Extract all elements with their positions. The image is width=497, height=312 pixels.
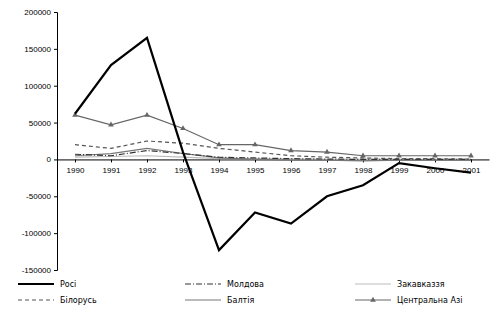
legend-label: Росі: [60, 280, 76, 289]
x-tick-mark: [183, 159, 184, 162]
legend-swatch: [185, 299, 221, 300]
legend: Росі Білорусь Молдова Балтія Закавказзя Центр…: [18, 280, 462, 305]
series-marker: [216, 141, 222, 146]
x-tick-label: 1991: [103, 166, 121, 175]
y-tick: -150000: [22, 266, 57, 275]
x-tick: 1990: [67, 159, 85, 175]
series-marker: [108, 121, 114, 126]
x-tick: 1996: [283, 159, 301, 175]
legend-label: Білорусь: [60, 296, 97, 305]
y-tick-mark: [54, 12, 57, 13]
legend-swatch: [18, 283, 54, 285]
x-tick-mark: [471, 159, 472, 162]
y-tick-label: 50000: [29, 119, 52, 128]
y-tick: 50000: [29, 119, 57, 128]
legend-marker: [370, 297, 376, 302]
series-group: [72, 38, 474, 250]
x-tick-mark: [75, 159, 76, 162]
x-tick: 1998: [355, 159, 373, 175]
series-marker: [288, 147, 294, 152]
x-tick-label: 1996: [283, 166, 301, 175]
legend-item: Молдова: [185, 280, 264, 289]
y-tick: 0: [47, 155, 57, 164]
legend-item: Росі: [18, 280, 76, 289]
series-marker: [252, 141, 258, 146]
y-tick: -100000: [22, 229, 57, 238]
legend-item: Балтія: [185, 296, 254, 305]
y-tick-mark: [54, 270, 57, 271]
y-axis: -150000 -100000 -50000 0 50000 100000 150000 20…: [22, 8, 58, 275]
x-tick-mark: [147, 159, 148, 162]
y-tick-mark: [54, 123, 57, 124]
y-tick: 100000: [24, 82, 57, 91]
x-tick-label: 1992: [139, 166, 157, 175]
legend-item: Білорусь: [18, 296, 97, 305]
series-marker: [432, 152, 438, 157]
legend-label: Закавказзя: [397, 280, 445, 289]
legend-swatch: [18, 299, 54, 300]
y-tick-label: -50000: [26, 192, 51, 201]
series-marker: [360, 152, 366, 157]
legend-item: Центральна Азі: [355, 296, 462, 305]
legend-swatch: [355, 283, 391, 284]
series-line: [75, 141, 471, 159]
y-tick-mark: [54, 49, 57, 50]
legend-label: Балтія: [227, 296, 254, 305]
chart: -150000 -100000 -50000 0 50000 100000 150000 20…: [0, 0, 497, 312]
x-tick-mark: [219, 159, 220, 162]
y-tick-mark: [54, 86, 57, 87]
x-tick: 1995: [247, 159, 265, 175]
series-line: [75, 38, 471, 250]
legend-label: Молдова: [227, 280, 264, 289]
legend-swatch: [185, 283, 221, 284]
x-tick-label: 1998: [355, 166, 373, 175]
series-marker: [324, 149, 330, 154]
y-tick: 150000: [24, 45, 57, 54]
x-tick: 1994: [211, 159, 229, 175]
x-tick-mark: [111, 159, 112, 162]
series-marker: [468, 152, 474, 157]
x-tick: 1991: [103, 159, 121, 175]
y-tick-label: 100000: [24, 82, 51, 91]
x-tick-label: 1994: [211, 166, 229, 175]
series-marker: [396, 152, 402, 157]
x-tick-label: 1990: [67, 166, 85, 175]
x-tick: 1997: [319, 159, 337, 175]
legend-label: Центральна Азі: [397, 296, 462, 305]
x-tick-label: 1995: [247, 166, 265, 175]
y-tick-label: 0: [47, 155, 52, 164]
y-tick-mark: [54, 233, 57, 234]
y-tick-mark: [54, 159, 57, 160]
y-axis-line: [54, 13, 58, 271]
y-tick-label: 150000: [24, 45, 51, 54]
y-tick: -50000: [26, 192, 57, 201]
legend-item: Закавказзя: [355, 280, 445, 289]
x-tick-label: 1997: [319, 166, 337, 175]
y-tick-mark: [54, 196, 57, 197]
y-tick: 200000: [24, 8, 57, 17]
y-tick-label: -150000: [22, 266, 52, 275]
y-tick-label: 200000: [24, 8, 51, 17]
x-tick-label: 2001: [463, 166, 481, 175]
series-marker: [144, 112, 150, 117]
x-tick: 1992: [139, 159, 157, 175]
plot: -150000 -100000 -50000 0 50000 100000 150000 20…: [22, 8, 490, 275]
series-marker: [180, 125, 186, 130]
y-tick-label: -100000: [22, 229, 52, 238]
